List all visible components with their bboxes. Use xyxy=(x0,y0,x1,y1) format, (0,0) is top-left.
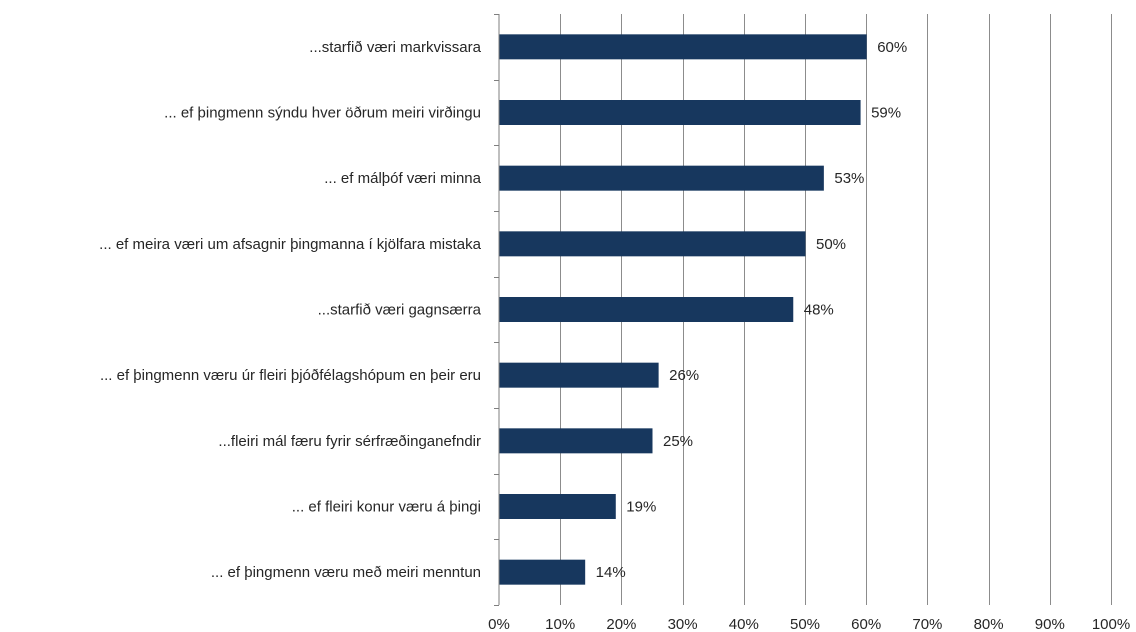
category-label: ... ef fleiri konur væru á þingi xyxy=(292,499,481,516)
category-labels: ...starfið væri markvissara ... ef þingme… xyxy=(99,39,481,581)
bar xyxy=(499,362,659,388)
bar xyxy=(499,428,653,454)
data-labels: 60% 59% 53% 50% 48% 26% 25% 19% 14% xyxy=(596,39,908,581)
tick-label-80: 80% xyxy=(974,616,1004,632)
bars xyxy=(499,34,867,585)
bar xyxy=(499,165,824,191)
tick-label-30: 30% xyxy=(668,616,698,632)
category-label: ...starfið væri markvissara xyxy=(309,39,481,56)
data-label: 59% xyxy=(871,105,901,122)
bar xyxy=(499,559,586,585)
tick-label-50: 50% xyxy=(790,616,820,632)
tick-label-0: 0% xyxy=(488,616,510,632)
data-label: 25% xyxy=(663,433,693,450)
data-label: 26% xyxy=(669,367,699,384)
bar xyxy=(499,231,806,257)
bar xyxy=(499,100,861,125)
bar xyxy=(499,297,794,322)
category-label: ... ef þingmenn væru með meiri menntun xyxy=(211,564,481,581)
category-label: ... ef þingmenn væru úr fleiri þjóðfélag… xyxy=(100,367,481,384)
tick-label-90: 90% xyxy=(1035,616,1065,632)
data-label: 14% xyxy=(596,564,626,581)
data-label: 50% xyxy=(816,236,846,253)
tick-label-20: 20% xyxy=(606,616,636,632)
tick-label-100: 100% xyxy=(1092,616,1130,632)
tick-label-70: 70% xyxy=(912,616,942,632)
tick-label-10: 10% xyxy=(545,616,575,632)
data-label: 60% xyxy=(877,39,907,56)
data-label: 53% xyxy=(834,170,864,187)
category-label: ... ef þingmenn sýndu hver öðrum meiri v… xyxy=(164,105,481,122)
category-label: ...starfið væri gagnsærra xyxy=(318,302,482,319)
tick-labels: 0% 10% 20% 30% 40% 50% 60% 70% 80% 90% 100% xyxy=(488,616,1130,632)
data-label: 48% xyxy=(804,302,834,319)
category-label: ... ef meira væri um afsagnir þingmanna … xyxy=(99,236,481,253)
category-axis xyxy=(494,14,500,606)
bar xyxy=(499,34,867,60)
tick-label-60: 60% xyxy=(851,616,881,632)
data-label: 19% xyxy=(626,499,656,516)
category-label: ...fleiri mál færu fyrir sérfræðinganefn… xyxy=(218,433,481,450)
category-label: ... ef málþóf væri minna xyxy=(324,170,481,187)
tick-label-40: 40% xyxy=(729,616,759,632)
bar xyxy=(499,494,616,519)
